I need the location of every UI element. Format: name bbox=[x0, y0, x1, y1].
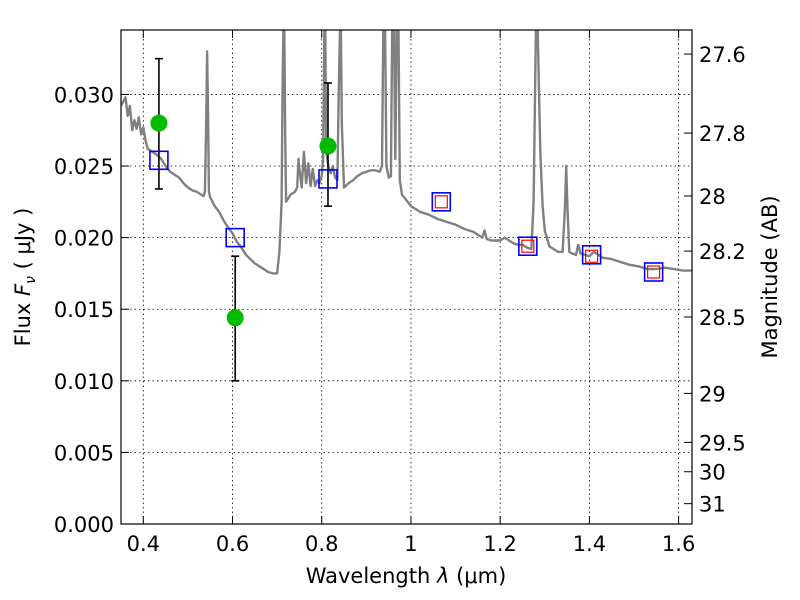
model-spectrum-line bbox=[121, 30, 692, 275]
x-axis-label: Wavelength λ (μm) bbox=[306, 564, 507, 588]
y2-tick-label: 27.6 bbox=[699, 43, 746, 67]
y-axis-label: Flux Fν ( μJy ) bbox=[11, 208, 39, 347]
model-photometry-square bbox=[518, 236, 538, 257]
x-tick-label: 0.6 bbox=[216, 532, 249, 556]
y-axis-label-unit: ( μJy ) bbox=[11, 208, 35, 276]
model-photometry-square-alt bbox=[521, 239, 535, 253]
model-photometry-square bbox=[581, 245, 602, 265]
y2-tick-label: 28 bbox=[699, 185, 726, 209]
x-tick-label: 1.6 bbox=[662, 532, 695, 556]
y-axis-label-symbol: F bbox=[11, 283, 35, 296]
observed-point bbox=[150, 114, 168, 132]
plot-frame bbox=[120, 29, 693, 525]
x-tick-label: 1.4 bbox=[573, 532, 606, 556]
model-photometry-square-alt bbox=[585, 249, 599, 263]
model-photometry-square bbox=[431, 192, 452, 212]
y2-axis-label: Magnitude (AB) bbox=[758, 195, 782, 358]
y-axis-label-text: Flux bbox=[11, 296, 35, 346]
model-photometry-square bbox=[318, 169, 338, 189]
observed-point bbox=[319, 137, 337, 155]
y-tick-label: 0.025 bbox=[54, 155, 114, 179]
y2-tick-label: 31 bbox=[699, 493, 726, 517]
tick-layer: 0.4 0.6 0.8 1 1.2 1.4 1.6 0.000 0.005 0.010 0.015 0… bbox=[54, 30, 746, 556]
y-tick-label: 0.010 bbox=[54, 370, 114, 394]
x-axis-label-text: Wavelength bbox=[306, 564, 437, 588]
observed-point bbox=[226, 309, 244, 327]
x-axis-label-unit: (μm) bbox=[449, 564, 506, 588]
y-tick-label: 0.030 bbox=[54, 83, 114, 107]
y-tick-label: 0.020 bbox=[54, 227, 114, 251]
x-tick-label: 1.2 bbox=[483, 532, 516, 556]
y2-tick-label: 30 bbox=[699, 461, 726, 485]
x-tick-label: 0.8 bbox=[305, 532, 338, 556]
y-axis-label-sub: ν bbox=[23, 276, 39, 284]
x-axis-label-symbol: λ bbox=[436, 564, 449, 588]
model-photometry-square bbox=[225, 227, 245, 248]
y-tick-label: 0.015 bbox=[54, 298, 114, 322]
y2-tick-label: 27.8 bbox=[699, 122, 746, 146]
x-tick-label: 0.4 bbox=[127, 532, 160, 556]
y2-tick-label: 28.5 bbox=[699, 306, 746, 330]
model-photometry-square-alt bbox=[647, 265, 661, 279]
grid-layer bbox=[121, 30, 692, 524]
y2-tick-label: 28.2 bbox=[699, 240, 746, 264]
y-tick-label: 0.005 bbox=[54, 441, 114, 465]
y2-tick-label: 29.5 bbox=[699, 431, 746, 455]
series-layer bbox=[121, 30, 692, 382]
x-tick-label: 1 bbox=[404, 532, 417, 556]
model-photometry-square bbox=[149, 150, 169, 171]
model-photometry-square-alt bbox=[434, 195, 448, 209]
y-tick-label: 0.000 bbox=[54, 513, 114, 537]
y2-tick-label: 29 bbox=[699, 382, 726, 406]
model-photometry-square bbox=[643, 262, 664, 282]
